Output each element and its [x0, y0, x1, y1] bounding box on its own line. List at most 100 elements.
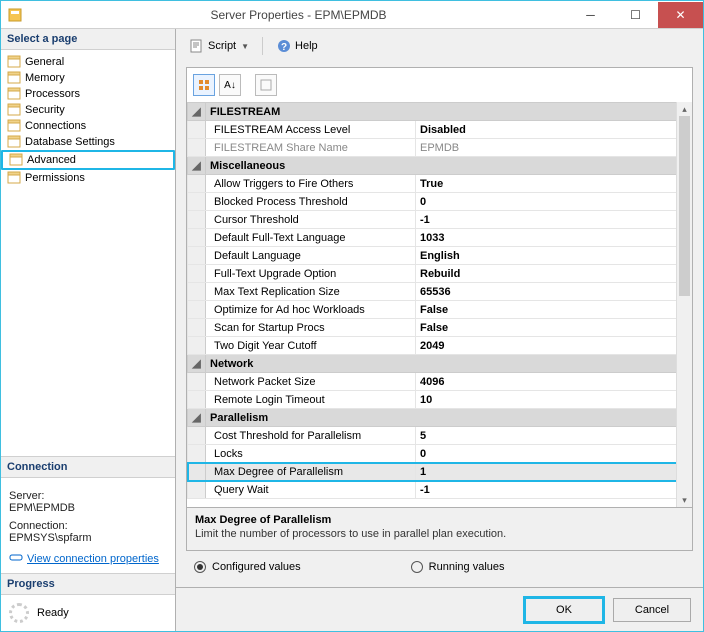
property-row[interactable]: Default LanguageEnglish: [188, 247, 692, 265]
category-name: FILESTREAM: [206, 103, 692, 121]
server-value: EPM\EPMDB: [9, 502, 167, 514]
property-row[interactable]: Full-Text Upgrade OptionRebuild: [188, 265, 692, 283]
sidebar-item-permissions[interactable]: Permissions: [1, 170, 175, 186]
view-connection-link[interactable]: View connection properties: [27, 553, 159, 565]
ok-button[interactable]: OK: [525, 598, 603, 622]
property-row[interactable]: Allow Triggers to Fire OthersTrue: [188, 175, 692, 193]
property-name: Locks: [206, 445, 416, 463]
property-value[interactable]: 65536: [416, 283, 692, 301]
property-row[interactable]: Remote Login Timeout10: [188, 391, 692, 409]
sidebar-item-connections[interactable]: Connections: [1, 118, 175, 134]
sidebar-item-label: Advanced: [27, 154, 76, 166]
sidebar-item-label: Security: [25, 104, 65, 116]
page-icon: [7, 119, 21, 133]
property-row[interactable]: FILESTREAM Share NameEPMDB: [188, 139, 692, 157]
property-value[interactable]: EPMDB: [416, 139, 692, 157]
property-row[interactable]: Query Wait-1: [188, 481, 692, 499]
app-icon: [7, 7, 23, 23]
property-value[interactable]: 1: [416, 463, 692, 481]
sidebar-item-processors[interactable]: Processors: [1, 86, 175, 102]
toolbar-separator: [262, 37, 263, 55]
collapse-icon[interactable]: ◢: [188, 355, 206, 373]
property-grid-wrap: ◢FILESTREAMFILESTREAM Access LevelDisabl…: [187, 102, 692, 507]
property-value[interactable]: Disabled: [416, 121, 692, 139]
property-row[interactable]: Two Digit Year Cutoff2049: [188, 337, 692, 355]
scroll-up-icon[interactable]: ▴: [677, 102, 692, 116]
configured-radio[interactable]: Configured values: [194, 561, 301, 573]
running-radio[interactable]: Running values: [411, 561, 505, 573]
property-value[interactable]: 0: [416, 193, 692, 211]
property-value[interactable]: Rebuild: [416, 265, 692, 283]
property-row[interactable]: Locks0: [188, 445, 692, 463]
category-name: Miscellaneous: [206, 157, 692, 175]
property-row[interactable]: Network Packet Size4096: [188, 373, 692, 391]
property-name: Optimize for Ad hoc Workloads: [206, 301, 416, 319]
property-row[interactable]: Cost Threshold for Parallelism5: [188, 427, 692, 445]
property-row[interactable]: Scan for Startup ProcsFalse: [188, 319, 692, 337]
row-gutter: [188, 283, 206, 301]
property-value[interactable]: -1: [416, 211, 692, 229]
sidebar-item-database-settings[interactable]: Database Settings: [1, 134, 175, 150]
sidebar-item-advanced[interactable]: Advanced: [1, 150, 175, 170]
scroll-down-icon[interactable]: ▾: [677, 493, 692, 507]
collapse-icon[interactable]: ◢: [188, 409, 206, 427]
property-row[interactable]: Default Full-Text Language1033: [188, 229, 692, 247]
sidebar-item-memory[interactable]: Memory: [1, 70, 175, 86]
sidebar-item-label: Database Settings: [25, 136, 115, 148]
link-icon: [9, 550, 23, 567]
page-icon: [7, 103, 21, 117]
property-value[interactable]: English: [416, 247, 692, 265]
property-name: Full-Text Upgrade Option: [206, 265, 416, 283]
svg-text:?: ?: [281, 42, 287, 53]
property-row[interactable]: Max Text Replication Size65536: [188, 283, 692, 301]
property-toolbar: A↓: [187, 68, 692, 102]
page-icon: [7, 71, 21, 85]
property-row[interactable]: Blocked Process Threshold0: [188, 193, 692, 211]
property-name: Cost Threshold for Parallelism: [206, 427, 416, 445]
minimize-button[interactable]: ─: [568, 2, 613, 28]
cancel-button[interactable]: Cancel: [613, 598, 691, 622]
property-value[interactable]: 5: [416, 427, 692, 445]
property-row[interactable]: FILESTREAM Access LevelDisabled: [188, 121, 692, 139]
alphabetical-button[interactable]: A↓: [219, 74, 241, 96]
property-row[interactable]: Max Degree of Parallelism1: [188, 463, 692, 481]
property-value[interactable]: False: [416, 301, 692, 319]
property-name: Cursor Threshold: [206, 211, 416, 229]
property-value[interactable]: 10: [416, 391, 692, 409]
row-gutter: [188, 337, 206, 355]
help-button[interactable]: ? Help: [271, 35, 323, 57]
property-value[interactable]: 1033: [416, 229, 692, 247]
property-value[interactable]: -1: [416, 481, 692, 499]
close-button[interactable]: ✕: [658, 2, 703, 28]
property-value[interactable]: 4096: [416, 373, 692, 391]
window-title: Server Properties - EPM\EPMDB: [29, 8, 568, 22]
row-gutter: [188, 319, 206, 337]
property-row[interactable]: Cursor Threshold-1: [188, 211, 692, 229]
collapse-icon[interactable]: ◢: [188, 157, 206, 175]
category-row[interactable]: ◢Miscellaneous: [188, 157, 692, 175]
scroll-thumb[interactable]: [679, 116, 690, 296]
script-button[interactable]: Script ▼: [184, 35, 254, 57]
categorized-button[interactable]: [193, 74, 215, 96]
property-row[interactable]: Optimize for Ad hoc WorkloadsFalse: [188, 301, 692, 319]
sidebar-item-general[interactable]: General: [1, 54, 175, 70]
description-title: Max Degree of Parallelism: [195, 514, 684, 526]
property-name: Blocked Process Threshold: [206, 193, 416, 211]
category-name: Parallelism: [206, 409, 692, 427]
row-gutter: [188, 211, 206, 229]
property-pages-button[interactable]: [255, 74, 277, 96]
property-value[interactable]: 2049: [416, 337, 692, 355]
maximize-button[interactable]: ☐: [613, 2, 658, 28]
vertical-scrollbar[interactable]: ▴ ▾: [676, 102, 692, 507]
property-value[interactable]: False: [416, 319, 692, 337]
collapse-icon[interactable]: ◢: [188, 103, 206, 121]
category-row[interactable]: ◢Parallelism: [188, 409, 692, 427]
page-icon: [7, 171, 21, 185]
sidebar-item-security[interactable]: Security: [1, 102, 175, 118]
category-row[interactable]: ◢Network: [188, 355, 692, 373]
property-value[interactable]: True: [416, 175, 692, 193]
server-label: Server:: [9, 490, 167, 502]
category-row[interactable]: ◢FILESTREAM: [188, 103, 692, 121]
property-value[interactable]: 0: [416, 445, 692, 463]
main-panel: Script ▼ ? Help A↓ ◢FILESTREAMFILESTREAM…: [176, 29, 703, 631]
